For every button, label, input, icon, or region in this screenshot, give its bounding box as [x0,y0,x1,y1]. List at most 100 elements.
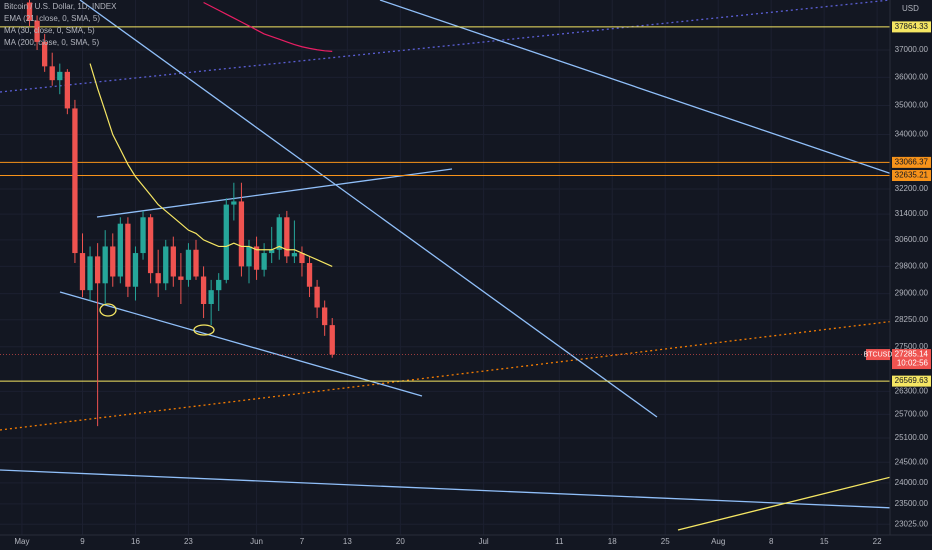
y-tick-label: 32200.00 [895,184,929,193]
candle-body [291,253,298,257]
price-line-label: 32635.21 [895,171,929,180]
candle-body [231,201,237,205]
x-tick-label: Jun [250,537,263,546]
x-tick-label: 22 [873,537,882,546]
indicator-label: EMA (21, close, 0, SMA, 5) [4,14,100,23]
candle-body [163,246,169,284]
legend: Bitcoin / U.S. Dollar, 1D, INDEX EMA (21… [4,2,117,47]
x-tick-label: 16 [131,537,140,546]
price-line-label: 37864.33 [895,22,929,31]
y-tick-label: 26300.00 [895,386,929,395]
candle-body [155,273,161,284]
price-axis [890,0,932,550]
y-tick-label: 35000.00 [895,101,929,110]
x-tick-label: Jul [478,537,488,546]
y-tick-label: 23025.00 [895,519,929,528]
dotted-ma-line [0,0,891,93]
moving-average-line [203,1,333,52]
x-tick-label: 23 [184,537,193,546]
candle-body [87,256,93,291]
candle-body [200,276,207,305]
candle-body [208,290,214,305]
candle-body [261,253,267,270]
candle-body [299,253,305,264]
candle-body [238,201,245,267]
y-tick-label: 34000.00 [895,130,929,139]
y-tick-label: 37000.00 [895,45,929,54]
candle-body [94,256,101,284]
price-line-label-bg [892,170,931,182]
x-tick-label: 15 [820,537,829,546]
trend-line [379,0,896,176]
x-tick-label: 25 [661,537,670,546]
x-tick-label: Aug [711,537,725,546]
symbol-badge: BTCUSD [864,351,893,358]
candle-body [26,2,33,21]
trend-line [59,291,423,397]
candle-body [34,20,40,42]
candle-body [132,253,139,287]
candle-body [329,325,335,355]
x-tick-label: 8 [769,537,774,546]
candle-body [322,307,328,326]
candle-body [170,246,176,277]
symbol-badge-bg [866,349,890,361]
candle-body [314,286,320,308]
last-price-bg [892,349,931,370]
candle-body [185,249,192,280]
candle-body [193,249,199,277]
drawings [0,0,896,531]
indicator-label: MA (200, close, 0, SMA, 5) [4,38,99,47]
price-line-label: 33066.37 [895,157,929,166]
candle-body [284,217,290,257]
candle-body [276,217,282,250]
y-tick-label: 29000.00 [895,289,929,298]
y-tick-label: 24000.00 [895,478,929,487]
indicator-label: MA (30, close, 0, SMA, 5) [4,26,95,35]
symbol-title: Bitcoin / U.S. Dollar, 1D, INDEX [4,2,117,11]
x-tick-label: 18 [608,537,617,546]
x-tick-label: 13 [343,537,352,546]
last-price: 27285.14 [895,350,929,359]
x-tick-label: 9 [80,537,85,546]
y-tick-label: 31400.00 [895,209,929,218]
dotted-trend-line [0,320,896,431]
candle-body [102,246,108,284]
y-tick-label: 24500.00 [895,457,929,466]
x-tick-label: 11 [555,537,564,546]
x-tick-label: 20 [396,537,405,546]
candle-body [42,41,48,67]
trend-line [79,0,658,418]
currency-label: USD [902,4,919,13]
candle-body [147,217,154,274]
axes: 37000.00 36000.00 35000.00 34000.00 32200.00… [14,21,931,546]
candle-body [178,276,184,280]
y-tick-label: 27500.00 [895,342,929,351]
y-tick-label: 36000.00 [895,73,929,82]
y-tick-label: 23500.00 [895,499,929,508]
y-tick-label: 25100.00 [895,433,929,442]
y-tick-label: 30600.00 [895,235,929,244]
trend-line [96,168,453,218]
candle-body [269,249,275,254]
candle-body [72,108,78,254]
candle-body [253,246,260,270]
candle-body [110,246,116,277]
trend-line [0,469,896,509]
candle-body [49,66,55,81]
candle-body [79,253,86,291]
trend-line [677,475,896,531]
candle-body [223,204,229,280]
candle-body [117,223,123,277]
y-tick-label: 25700.00 [895,410,929,419]
candle-body [140,217,146,254]
candle-body [306,263,313,287]
plot [0,0,890,427]
price-line-label: 26569.63 [895,376,929,385]
y-tick-label: 29800.00 [895,262,929,271]
candle-body [64,71,71,109]
candle-body [216,279,222,291]
x-tick-label: May [14,537,29,546]
price-line-label-bg [892,375,931,387]
highlight-ellipse [193,324,215,336]
